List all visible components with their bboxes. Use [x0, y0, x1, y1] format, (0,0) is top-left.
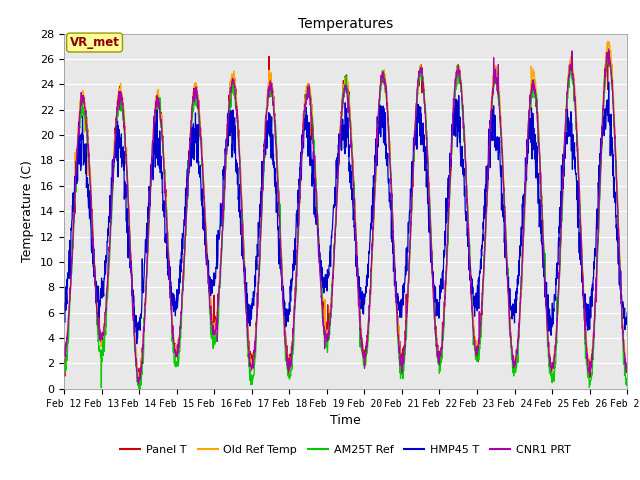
HMP45 T: [60, 301, 68, 307]
Old Ref Temp: [574, 139, 582, 144]
Old Ref Temp: [509, 360, 517, 365]
CNR1 PRT: [218, 252, 225, 258]
Old Ref Temp: [135, 375, 143, 381]
AM25T Ref: [589, 348, 597, 353]
CNR1 PRT: [362, 348, 370, 354]
Old Ref Temp: [589, 332, 597, 337]
HMP45 T: [574, 225, 582, 230]
Line: CNR1 PRT: CNR1 PRT: [64, 50, 627, 384]
HMP45 T: [133, 341, 141, 347]
AM25T Ref: [362, 352, 370, 358]
CNR1 PRT: [605, 47, 612, 53]
Line: Old Ref Temp: Old Ref Temp: [64, 41, 627, 378]
Old Ref Temp: [604, 38, 612, 44]
Text: VR_met: VR_met: [70, 36, 120, 49]
AM25T Ref: [135, 386, 143, 392]
Panel T: [135, 379, 143, 385]
Panel T: [218, 245, 225, 251]
AM25T Ref: [623, 380, 631, 386]
Panel T: [60, 355, 68, 360]
Panel T: [362, 350, 370, 356]
Old Ref Temp: [60, 352, 68, 358]
Old Ref Temp: [623, 365, 631, 371]
Legend: Panel T, Old Ref Temp, AM25T Ref, HMP45 T, CNR1 PRT: Panel T, Old Ref Temp, AM25T Ref, HMP45 …: [116, 441, 575, 459]
CNR1 PRT: [135, 381, 143, 387]
Old Ref Temp: [374, 114, 382, 120]
CNR1 PRT: [60, 349, 68, 355]
CNR1 PRT: [509, 365, 517, 371]
Title: Temperatures: Temperatures: [298, 17, 393, 31]
HMP45 T: [509, 312, 517, 317]
Panel T: [374, 113, 382, 119]
CNR1 PRT: [623, 368, 631, 374]
HMP45 T: [589, 275, 597, 280]
AM25T Ref: [60, 371, 68, 377]
Line: AM25T Ref: AM25T Ref: [64, 54, 627, 389]
HMP45 T: [605, 79, 612, 85]
AM25T Ref: [574, 159, 582, 165]
Panel T: [589, 337, 597, 343]
X-axis label: Time: Time: [330, 414, 361, 427]
Old Ref Temp: [218, 247, 225, 252]
Panel T: [509, 356, 517, 362]
Line: Panel T: Panel T: [64, 48, 627, 382]
HMP45 T: [362, 290, 370, 296]
Panel T: [623, 369, 631, 374]
Panel T: [605, 46, 612, 51]
AM25T Ref: [509, 361, 517, 367]
HMP45 T: [623, 310, 631, 315]
HMP45 T: [218, 203, 225, 209]
AM25T Ref: [374, 122, 382, 128]
Y-axis label: Temperature (C): Temperature (C): [22, 160, 35, 262]
AM25T Ref: [604, 51, 612, 57]
Old Ref Temp: [362, 349, 370, 355]
HMP45 T: [374, 144, 382, 150]
CNR1 PRT: [574, 145, 582, 151]
Line: HMP45 T: HMP45 T: [64, 82, 627, 344]
CNR1 PRT: [589, 337, 597, 343]
CNR1 PRT: [374, 113, 382, 119]
AM25T Ref: [218, 259, 225, 264]
Panel T: [574, 149, 582, 155]
